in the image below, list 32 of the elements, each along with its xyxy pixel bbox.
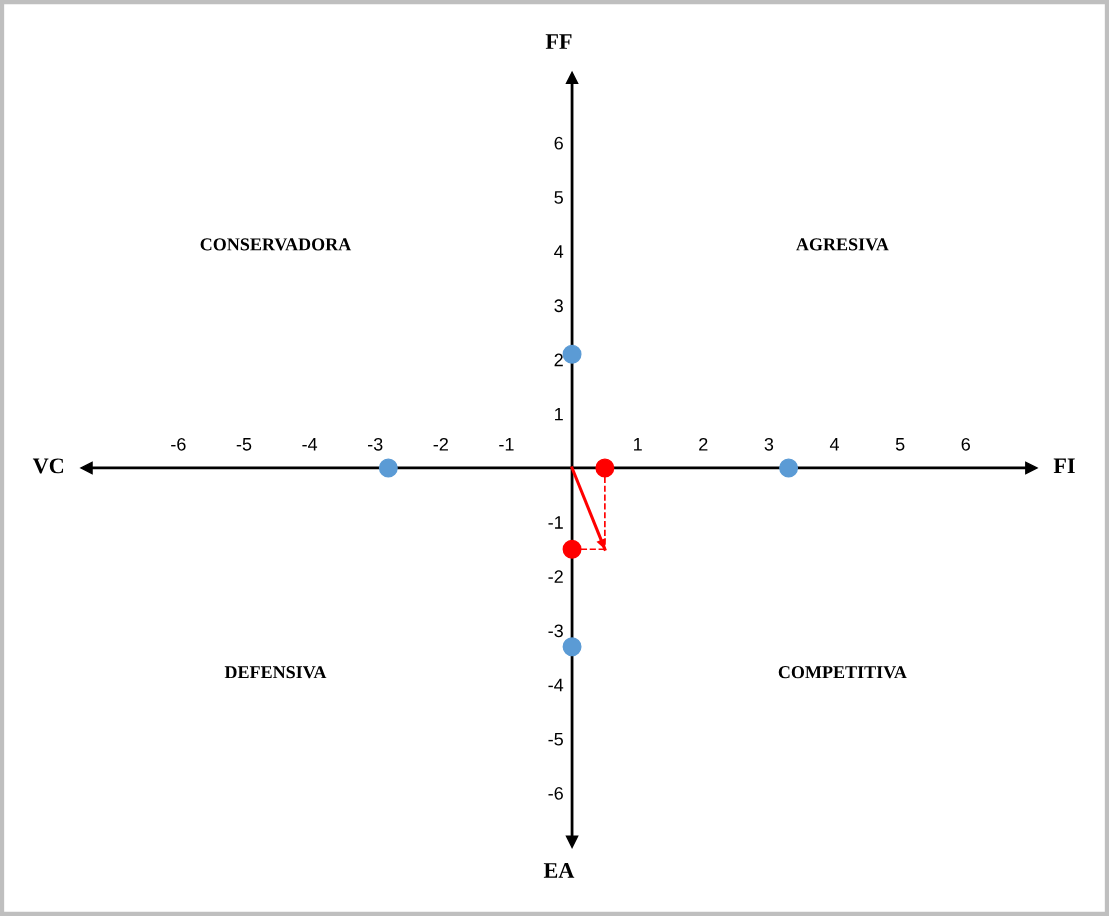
x-tick-label: 1 [634, 438, 642, 451]
x-tick-label: 2 [699, 437, 708, 451]
y-tick-label: -5 [548, 732, 563, 746]
y-tick-label: 4 [554, 245, 564, 258]
y-tick-label: 6 [554, 136, 563, 150]
x-tick-label: -3 [367, 437, 383, 451]
text: EA [543, 863, 575, 878]
annotation: DEFENSIVA [224, 666, 327, 679]
y-tick-label: -3 [548, 624, 563, 638]
text: FI [1053, 458, 1075, 474]
y-tick-label: 2 [554, 353, 563, 367]
x-tick-label: 3 [764, 437, 774, 451]
y-tick-label: 5 [554, 191, 563, 204]
y-tick-label: 1 [555, 407, 563, 421]
x-tick-label: -6 [171, 437, 186, 451]
x-tick-label: 5 [895, 438, 905, 451]
x-tick-label: -5 [236, 438, 252, 451]
annotation: CONSERVADORA [200, 238, 352, 251]
x-tick-label: -1 [499, 438, 514, 451]
text: VC [32, 458, 64, 474]
x-tick-label: -4 [302, 438, 318, 451]
y-tick-label: -2 [548, 570, 563, 583]
y-tick-label: -1 [548, 516, 563, 529]
annotation: COMPETITIVA [778, 666, 907, 679]
annotation: AGRESIVA [796, 238, 889, 251]
y-tick-label: -4 [548, 678, 564, 692]
y-tick-label: -6 [548, 786, 563, 800]
y-tick-label: 3 [554, 299, 563, 313]
x-tick-label: 4 [829, 438, 840, 451]
x-tick-label: -2 [433, 437, 448, 451]
x-tick-label: 6 [961, 437, 970, 451]
text: FF [545, 34, 572, 49]
